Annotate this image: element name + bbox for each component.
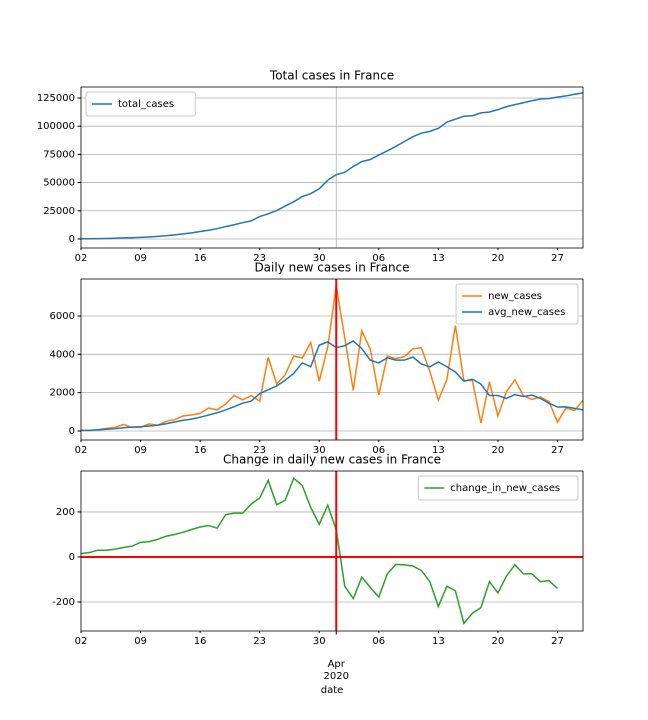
x-month-label: Apr <box>328 659 346 670</box>
y-tick-label: 0 <box>69 234 75 245</box>
data-line <box>80 285 584 432</box>
plot-frame <box>80 470 584 632</box>
y-tick-label: 4000 <box>50 349 75 360</box>
x-tick-label: 27 <box>551 445 564 456</box>
y-tick-label: -200 <box>52 597 75 608</box>
x-tick-label: 16 <box>194 253 207 264</box>
legend-label: new_cases <box>488 291 542 302</box>
y-tick-label: 100000 <box>37 121 75 132</box>
x-tick-label: 23 <box>253 253 266 264</box>
x-tick-label: 27 <box>551 636 564 647</box>
y-tick-label: 0 <box>69 552 75 563</box>
x-tick-label: 13 <box>432 636 445 647</box>
x-tick-label: 23 <box>253 445 266 456</box>
x-tick-label: 09 <box>134 445 147 456</box>
x-tick-label: 20 <box>492 253 505 264</box>
y-tick-label: 50000 <box>43 178 75 189</box>
legend-box <box>455 283 579 325</box>
x-tick-label: 16 <box>194 445 207 456</box>
y-tick-label: 2000 <box>50 388 75 399</box>
chart-title: Change in daily new cases in France <box>223 453 441 467</box>
x-tick-label: 27 <box>551 253 564 264</box>
plot-frame <box>80 278 584 441</box>
x-tick-label: 06 <box>372 445 385 456</box>
x-tick-label: 09 <box>134 636 147 647</box>
chart-title: Total cases in France <box>269 69 394 83</box>
y-tick-label: 6000 <box>50 311 75 322</box>
chart-title: Daily new cases in France <box>254 261 409 275</box>
y-tick-label: 75000 <box>43 149 75 160</box>
legend-box <box>417 475 579 501</box>
x-tick-label: 06 <box>372 636 385 647</box>
legend-box <box>85 91 196 117</box>
y-tick-label: 0 <box>69 426 75 437</box>
data-line <box>80 476 558 625</box>
legend-label: total_cases <box>118 99 174 110</box>
legend-label: change_in_new_cases <box>450 483 560 494</box>
legend-label: avg_new_cases <box>488 307 565 318</box>
y-tick-label: 200 <box>56 507 75 518</box>
x-tick-label: 09 <box>134 253 147 264</box>
x-tick-label: 30 <box>313 636 326 647</box>
x-tick-label: 06 <box>372 253 385 264</box>
x-year-label: 2020 <box>324 671 349 682</box>
x-tick-label: 23 <box>253 636 266 647</box>
y-tick-label: 25000 <box>43 206 75 217</box>
data-line <box>80 92 584 240</box>
x-tick-label: 20 <box>492 636 505 647</box>
x-tick-label: 30 <box>313 445 326 456</box>
x-tick-label: 02 <box>75 636 88 647</box>
plot-frame <box>80 86 584 249</box>
x-tick-label: 30 <box>313 253 326 264</box>
x-tick-label: 16 <box>194 636 207 647</box>
x-axis-label: date <box>321 685 344 696</box>
x-tick-label: 13 <box>432 445 445 456</box>
y-tick-label: 125000 <box>37 93 75 104</box>
data-line <box>80 339 584 432</box>
x-tick-label: 13 <box>432 253 445 264</box>
x-tick-label: 02 <box>75 445 88 456</box>
x-tick-label: 02 <box>75 253 88 264</box>
x-tick-label: 20 <box>492 445 505 456</box>
